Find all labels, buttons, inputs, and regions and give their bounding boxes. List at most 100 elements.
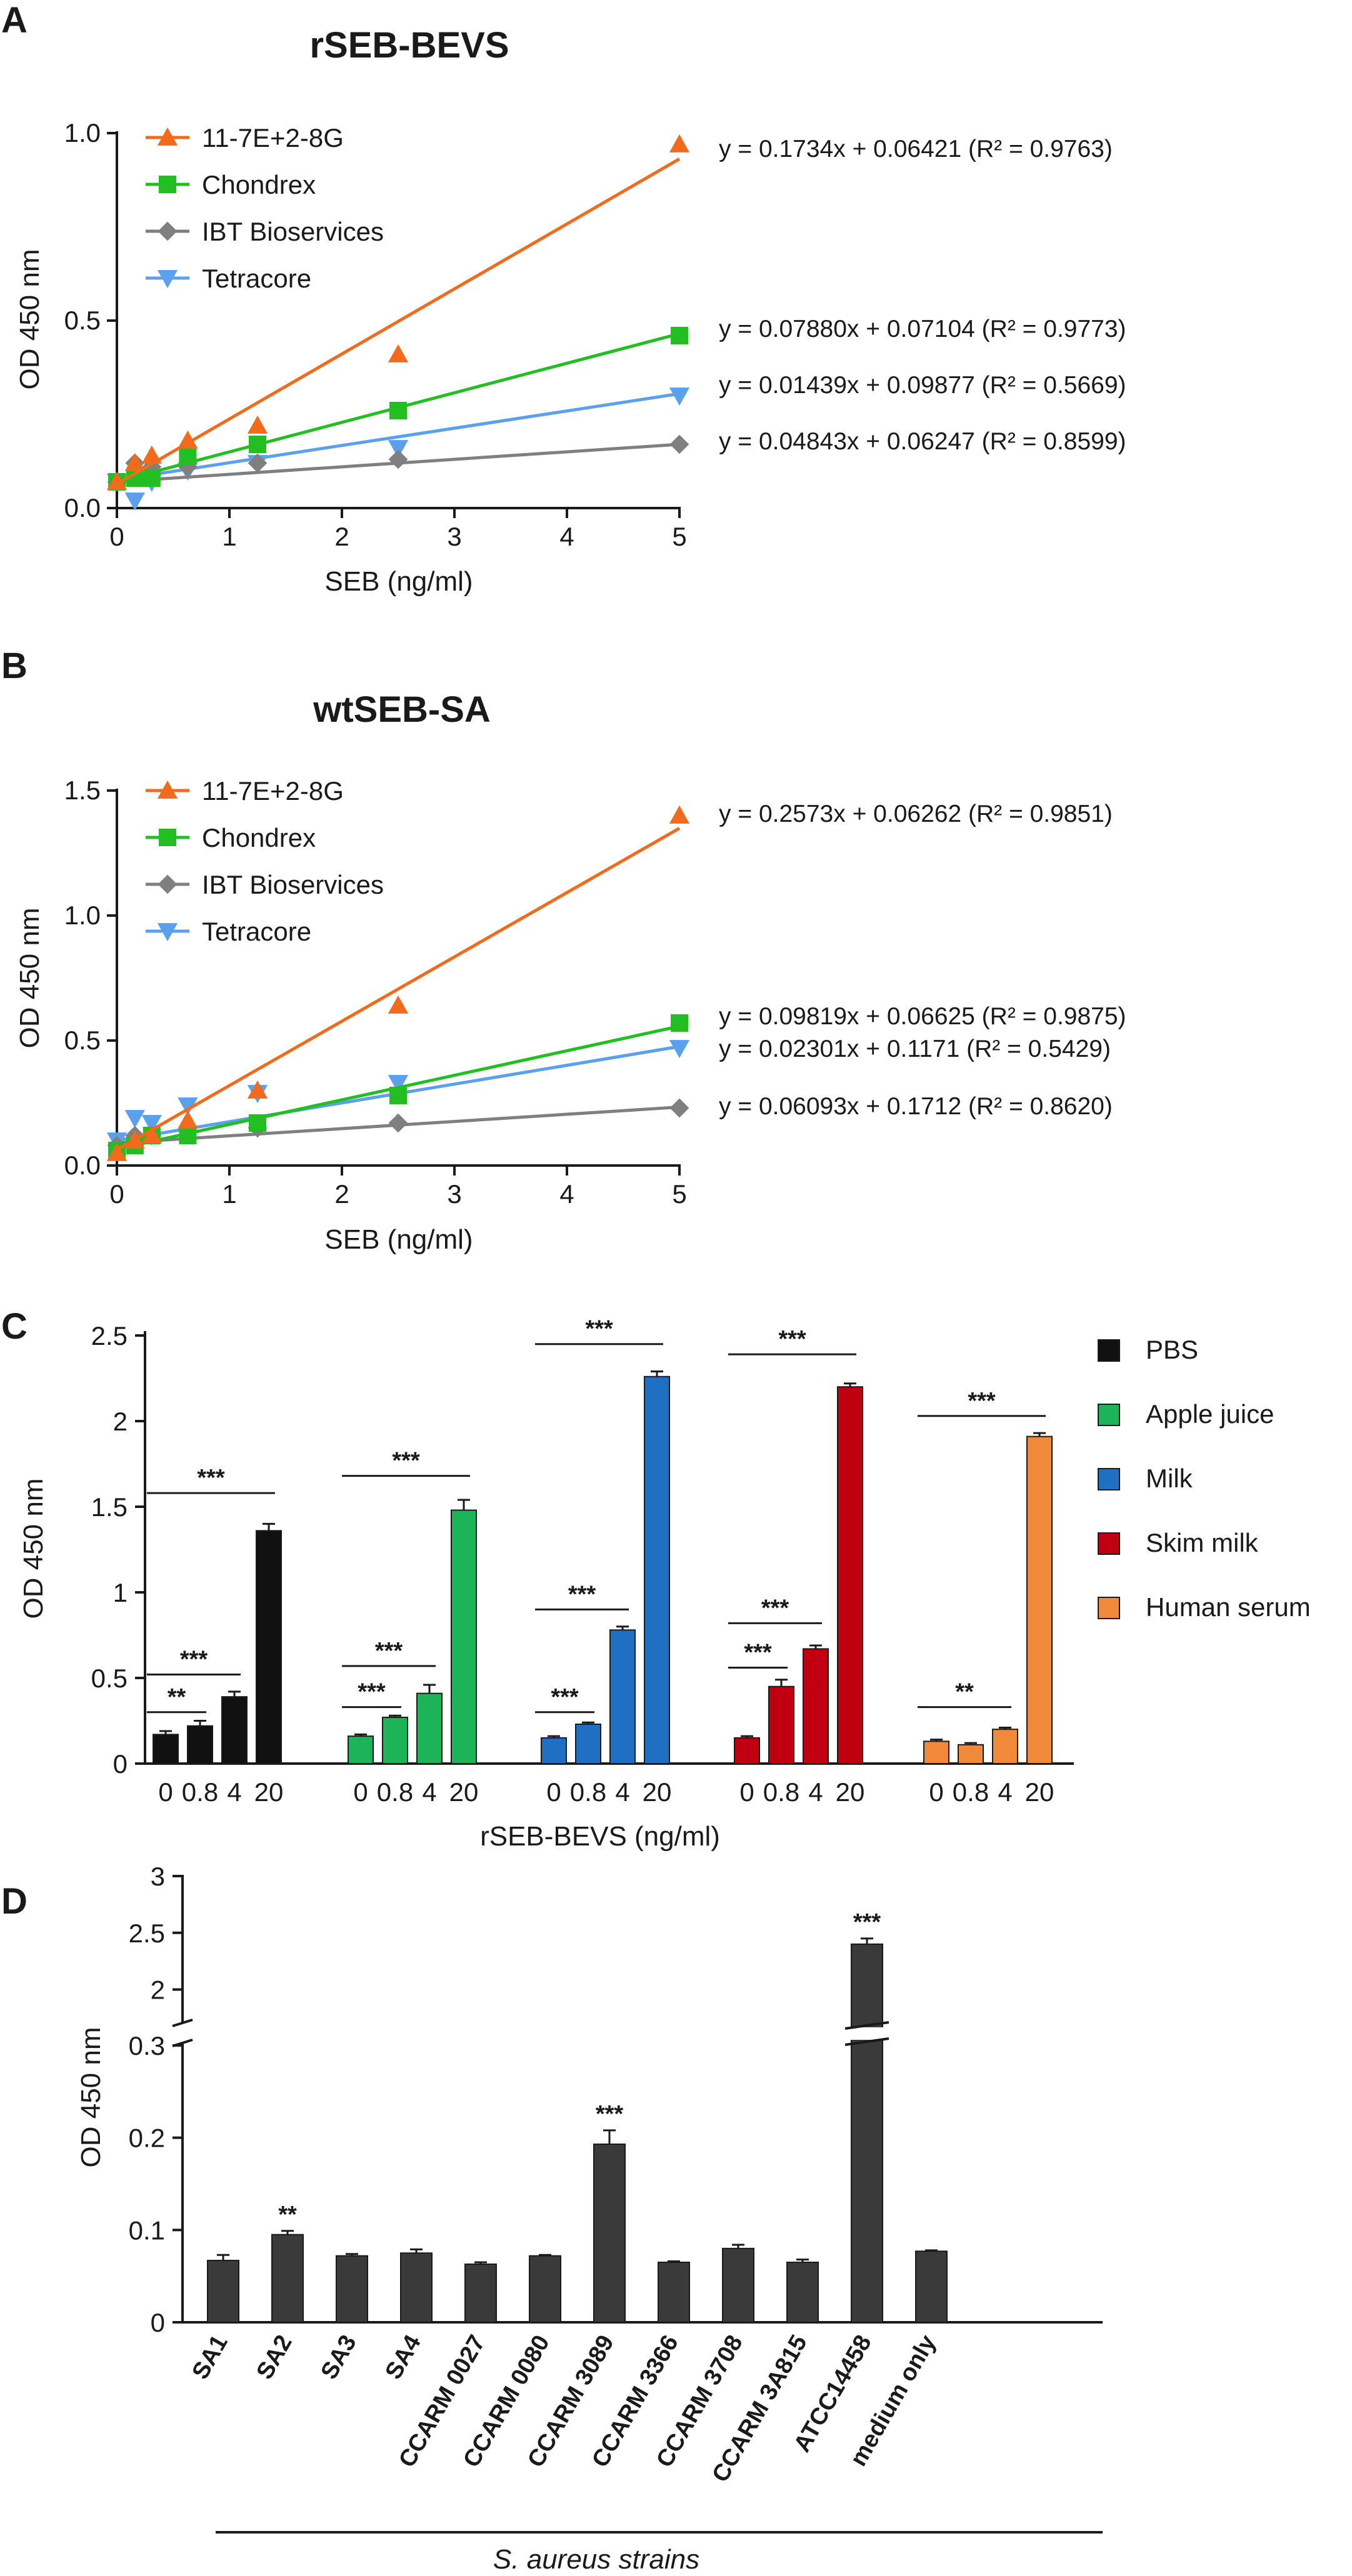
d-y-tick-label-upper: 2 — [151, 1975, 165, 2005]
a-equation-2: y = 0.04843x + 0.06247 (R² = 0.8599) — [719, 428, 1126, 455]
b-equation-1: y = 0.09819x + 0.06625 (R² = 0.9875) — [719, 1003, 1126, 1030]
c-bar-4-3 — [1026, 1435, 1053, 1764]
c-category-label-1-3: 20 — [449, 1777, 479, 1807]
panel-b-legend: 11-7E+2-8G Chondrex IBT Bioservices Tetraco… — [146, 776, 384, 946]
d-y-tick-label-lower: 0.1 — [129, 2215, 165, 2245]
c-sig-label-2-0: *** — [551, 1684, 579, 1710]
a-x-tick-label: 0 — [109, 522, 124, 551]
d-y-tick-label-lower: 0.2 — [129, 2124, 165, 2153]
a-equation-1: y = 0.07880x + 0.07104 (R² = 0.9773) — [719, 316, 1126, 342]
c-category-label-4-1: 0.8 — [953, 1777, 989, 1807]
a-point-1 — [143, 469, 161, 487]
b-x-tick-label: 1 — [222, 1179, 236, 1209]
a-point-1 — [249, 436, 266, 453]
b-point-3 — [669, 1040, 690, 1059]
c-legend-swatch-1 — [1098, 1404, 1120, 1426]
a-equation-0: y = 0.1734x + 0.06421 (R² = 0.9763) — [719, 136, 1113, 162]
a-x-tick-label: 5 — [672, 522, 686, 551]
d-bar-9 — [786, 2262, 819, 2323]
c-sig-label-2-1: *** — [568, 1581, 596, 1607]
c-legend-swatch-4 — [1098, 1597, 1120, 1619]
a-point-1 — [179, 447, 197, 464]
d-bar-0 — [207, 2260, 239, 2323]
b-x-tick-label: 5 — [672, 1179, 686, 1209]
d-sig-label-1: ** — [278, 2202, 297, 2228]
b-point-0 — [124, 1130, 145, 1149]
b-equation-2: y = 0.06093x + 0.1712 (R² = 0.8620) — [719, 1093, 1113, 1120]
a-point-2 — [669, 434, 689, 454]
b-point-2 — [669, 1098, 689, 1118]
panel-d-letter: D — [1, 1881, 28, 1922]
a-point-3 — [124, 492, 145, 511]
panel-d-axis-break-marks — [172, 2019, 193, 2047]
b-equation-0: y = 0.2573x + 0.06262 (R² = 0.9851) — [719, 801, 1113, 827]
c-bar-1-2 — [416, 1692, 443, 1764]
d-bar-8 — [722, 2247, 754, 2324]
c-legend-swatch-0 — [1098, 1339, 1120, 1362]
a-y-tick-label: 1.0 — [64, 118, 101, 147]
panel-b-y-label: OD 450 nm — [14, 908, 45, 1049]
c-legend-swatch-3 — [1098, 1532, 1120, 1555]
panel-c-y-label: OD 450 nm — [18, 1479, 49, 1619]
b-point-0 — [388, 995, 409, 1014]
c-category-label-3-3: 20 — [836, 1777, 865, 1807]
d-sig-label-10: *** — [853, 1909, 881, 1935]
d-y-tick-label-upper: 3 — [151, 1862, 165, 1891]
d-y-tick-label-lower: 0 — [151, 2308, 165, 2337]
c-y-tick-label: 2.5 — [91, 1321, 128, 1350]
b-legend-label-3: Tetracore — [202, 917, 311, 946]
d-bar-7 — [658, 2262, 690, 2323]
d-y-tick-label-lower: 0.3 — [129, 2031, 165, 2060]
c-bar-4-0 — [923, 1740, 949, 1764]
c-sig-label-1-0: *** — [358, 1679, 386, 1705]
a-equation-3: y = 0.01439x + 0.09877 (R² = 0.5669) — [719, 372, 1126, 399]
a-point-0 — [124, 452, 145, 471]
b-legend-marker-2 — [158, 874, 178, 894]
c-bar-1-0 — [348, 1735, 374, 1764]
panel-a-x-label: SEB (ng/ml) — [324, 566, 473, 597]
a-point-2 — [388, 449, 408, 469]
b-legend-label-0: 11-7E+2-8G — [202, 776, 344, 806]
b-legend-marker-3 — [157, 923, 178, 942]
a-x-tick-label: 4 — [559, 522, 574, 551]
d-category-label-0: SA1 — [187, 2331, 233, 2384]
c-legend-label-0: PBS — [1146, 1335, 1198, 1364]
b-legend-label-2: IBT Bioservices — [202, 870, 384, 899]
d-bar-1 — [271, 2234, 304, 2323]
c-category-label-2-0: 0 — [546, 1777, 561, 1807]
c-bar-0-0 — [153, 1734, 179, 1764]
d-sig-label-6: *** — [596, 2101, 624, 2127]
c-y-tick-label: 1 — [113, 1578, 128, 1607]
a-legend-label-3: Tetracore — [202, 264, 311, 293]
b-point-3 — [178, 1097, 198, 1116]
c-category-label-3-0: 0 — [739, 1777, 754, 1807]
b-legend-marker-1 — [159, 829, 176, 846]
d-bar-10 — [851, 1943, 883, 2323]
c-category-label-4-3: 20 — [1025, 1777, 1054, 1807]
b-legend-label-1: Chondrex — [202, 823, 316, 852]
a-point-0 — [106, 471, 128, 490]
panel-b: B wtSEB-SA 0.0 0.5 1.0 1.5 0 1 2 3 4 5 y = 0.257… — [1, 646, 1126, 1255]
a-x-tick-label: 3 — [447, 522, 461, 551]
a-point-2 — [248, 453, 268, 473]
c-category-label-0-1: 0.8 — [182, 1777, 218, 1807]
d-y-tick-label-upper: 2.5 — [129, 1919, 165, 1948]
c-category-label-0-3: 20 — [254, 1777, 284, 1807]
b-legend-marker-0 — [157, 780, 178, 799]
c-bar-1-3 — [451, 1509, 477, 1764]
a-point-0 — [388, 344, 409, 362]
c-sig-label-0-2: *** — [197, 1465, 225, 1491]
c-bar-0-2 — [221, 1696, 248, 1764]
c-bar-3-2 — [803, 1648, 829, 1764]
a-fit-line-3 — [116, 392, 680, 482]
d-category-label-1: SA2 — [251, 2331, 297, 2384]
c-y-tick-label: 0 — [113, 1749, 128, 1779]
panel-c-letter: C — [1, 1306, 28, 1347]
c-category-label-3-2: 4 — [808, 1777, 823, 1807]
d-break-slash-bottom — [844, 2037, 889, 2046]
panel-d-x-label: S. aureus strains — [493, 2544, 699, 2575]
b-x-tick-label: 2 — [334, 1179, 349, 1209]
a-point-0 — [247, 415, 268, 434]
a-legend-label-2: IBT Bioservices — [202, 217, 384, 246]
